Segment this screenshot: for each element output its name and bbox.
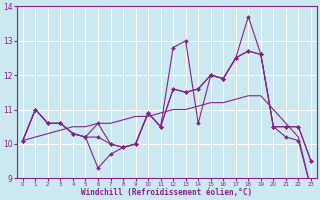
X-axis label: Windchill (Refroidissement éolien,°C): Windchill (Refroidissement éolien,°C) [81,188,252,197]
